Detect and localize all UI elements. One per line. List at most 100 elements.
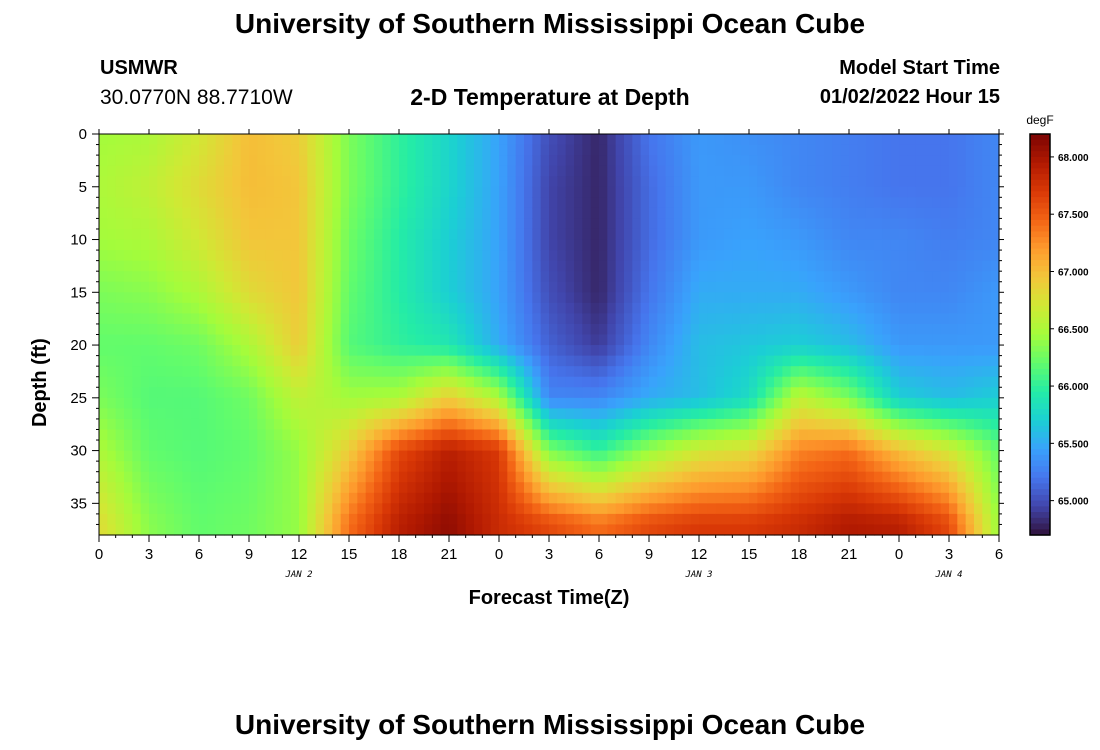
- heatmap-cell: [540, 281, 550, 293]
- colorbar-swatch: [1030, 323, 1050, 330]
- heatmap-cell: [865, 345, 875, 357]
- heatmap-cell: [515, 281, 525, 293]
- heatmap-cell: [715, 471, 725, 483]
- heatmap-cell: [224, 376, 233, 388]
- heatmap-cell: [149, 292, 158, 304]
- heatmap-cell: [615, 144, 625, 156]
- heatmap-cell: [324, 218, 333, 230]
- heatmap-cell: [290, 271, 300, 283]
- heatmap-cell: [215, 239, 225, 251]
- heatmap-cell: [624, 366, 633, 378]
- heatmap-cell: [457, 513, 467, 526]
- heatmap-cell: [240, 250, 250, 262]
- heatmap-cell: [232, 418, 242, 431]
- heatmap-cell: [474, 440, 483, 452]
- heatmap-cell: [307, 197, 317, 209]
- heatmap-cell: [265, 239, 275, 251]
- heatmap-cell: [457, 418, 467, 431]
- heatmap-cell: [482, 492, 492, 504]
- heatmap-cell: [415, 492, 425, 504]
- heatmap-cell: [157, 408, 167, 420]
- heatmap-cell: [749, 292, 758, 304]
- heatmap-cell: [365, 260, 375, 272]
- heatmap-cell: [407, 186, 417, 198]
- heatmap-cell: [290, 260, 300, 272]
- heatmap-cell: [690, 271, 700, 283]
- heatmap-cell: [424, 397, 433, 409]
- heatmap-cell: [532, 165, 542, 177]
- heatmap-cell: [907, 260, 917, 272]
- heatmap-cell: [540, 207, 550, 220]
- heatmap-cell: [674, 260, 683, 272]
- heatmap-cell: [457, 355, 467, 367]
- heatmap-cell: [757, 165, 767, 177]
- heatmap-cell: [115, 397, 125, 409]
- heatmap-cell: [365, 492, 375, 504]
- heatmap-cell: [607, 155, 617, 167]
- heatmap-cell: [415, 186, 425, 198]
- heatmap-cell: [515, 239, 525, 251]
- heatmap-cell: [932, 197, 942, 209]
- heatmap-cell: [140, 176, 150, 188]
- heatmap-cell: [590, 155, 600, 167]
- heatmap-cell: [240, 302, 250, 314]
- heatmap-cell: [615, 207, 625, 220]
- heatmap-cell: [190, 482, 200, 494]
- heatmap-cell: [174, 418, 183, 431]
- colorbar-swatch: [1030, 426, 1050, 433]
- heatmap-cell: [299, 218, 308, 230]
- heatmap-cell: [857, 186, 867, 198]
- colorbar: degF65.00065.50066.00066.50067.00067.500…: [1026, 113, 1089, 536]
- heatmap-cell: [465, 524, 475, 536]
- heatmap-cell: [815, 207, 825, 220]
- heatmap-cell: [540, 461, 550, 473]
- heatmap-cell: [449, 239, 458, 251]
- heatmap-cell: [924, 513, 933, 526]
- heatmap-cell: [499, 376, 508, 388]
- heatmap-cell: [990, 250, 1000, 262]
- heatmap-cell: [690, 134, 700, 146]
- heatmap-cell: [815, 355, 825, 367]
- colorbar-swatch: [1030, 483, 1050, 490]
- heatmap-cell: [932, 323, 942, 336]
- heatmap-cell: [282, 355, 292, 367]
- heatmap-cell: [682, 429, 692, 441]
- heatmap-cell: [790, 323, 800, 336]
- heatmap-cell: [865, 260, 875, 272]
- heatmap-cell: [190, 471, 200, 483]
- heatmap-cell: [174, 260, 183, 272]
- heatmap-cell: [315, 207, 325, 220]
- heatmap-cell: [490, 376, 500, 388]
- heatmap-cell: [799, 366, 808, 378]
- heatmap-cell: [615, 355, 625, 367]
- heatmap-cell: [432, 323, 442, 336]
- heatmap-cell: [140, 503, 150, 515]
- heatmap-cell: [949, 408, 958, 420]
- heatmap-cell: [915, 376, 925, 388]
- heatmap-cell: [990, 155, 1000, 167]
- heatmap-cell: [665, 250, 675, 262]
- heatmap-cell: [349, 345, 358, 357]
- heatmap-cell: [907, 313, 917, 325]
- heatmap-cell: [415, 482, 425, 494]
- heatmap-cell: [215, 482, 225, 494]
- heatmap-cell: [174, 176, 183, 188]
- heatmap-cell: [440, 176, 450, 188]
- heatmap-cell: [840, 218, 850, 230]
- heatmap-cell: [374, 302, 383, 314]
- heatmap-cell: [274, 408, 283, 420]
- heatmap-cell: [215, 218, 225, 230]
- heatmap-cell: [807, 228, 817, 241]
- heatmap-cell: [307, 186, 317, 198]
- heatmap-cell: [449, 387, 458, 399]
- heatmap-cell: [599, 450, 608, 462]
- heatmap-cell: [374, 218, 383, 230]
- heatmap-cell: [232, 397, 242, 409]
- heatmap-cell: [465, 345, 475, 357]
- heatmap-cell: [632, 450, 642, 462]
- heatmap-cell: [557, 155, 567, 167]
- heatmap-cell: [449, 313, 458, 325]
- heatmap-cell: [174, 228, 183, 241]
- heatmap-cell: [207, 397, 217, 409]
- heatmap-cell: [440, 271, 450, 283]
